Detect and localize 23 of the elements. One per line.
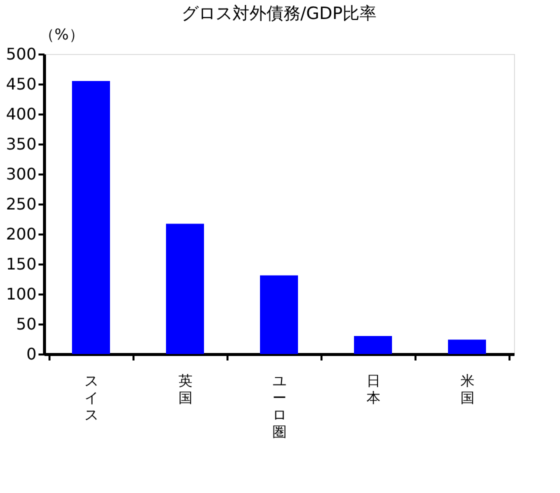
bar (448, 340, 486, 354)
y-tick-label: 250 (6, 194, 36, 214)
x-tick-label: 米国 (460, 374, 474, 406)
y-tick-label: 0 (26, 344, 36, 364)
x-tick-label: ユーロ圏 (272, 374, 286, 440)
chart-title: グロス対外債務/GDP比率 (181, 4, 377, 24)
y-tick-label: 150 (6, 254, 36, 274)
x-tick-label: スイス (84, 374, 98, 424)
y-tick-label: 350 (6, 134, 36, 154)
y-axis-title: （%） (40, 26, 84, 44)
y-tick-label: 400 (6, 104, 36, 124)
y-tick-label: 500 (6, 44, 36, 64)
x-tick-label: 英国 (178, 374, 192, 406)
bar (354, 336, 392, 354)
y-tick-label: 300 (6, 164, 36, 184)
y-tick-label: 100 (6, 284, 36, 304)
bar (166, 224, 204, 354)
y-tick-label: 200 (6, 224, 36, 244)
y-tick-label: 50 (16, 314, 36, 334)
x-tick-label: 日本 (366, 374, 380, 406)
bar (260, 275, 298, 354)
y-tick-label: 450 (6, 74, 36, 94)
bar (72, 81, 110, 354)
